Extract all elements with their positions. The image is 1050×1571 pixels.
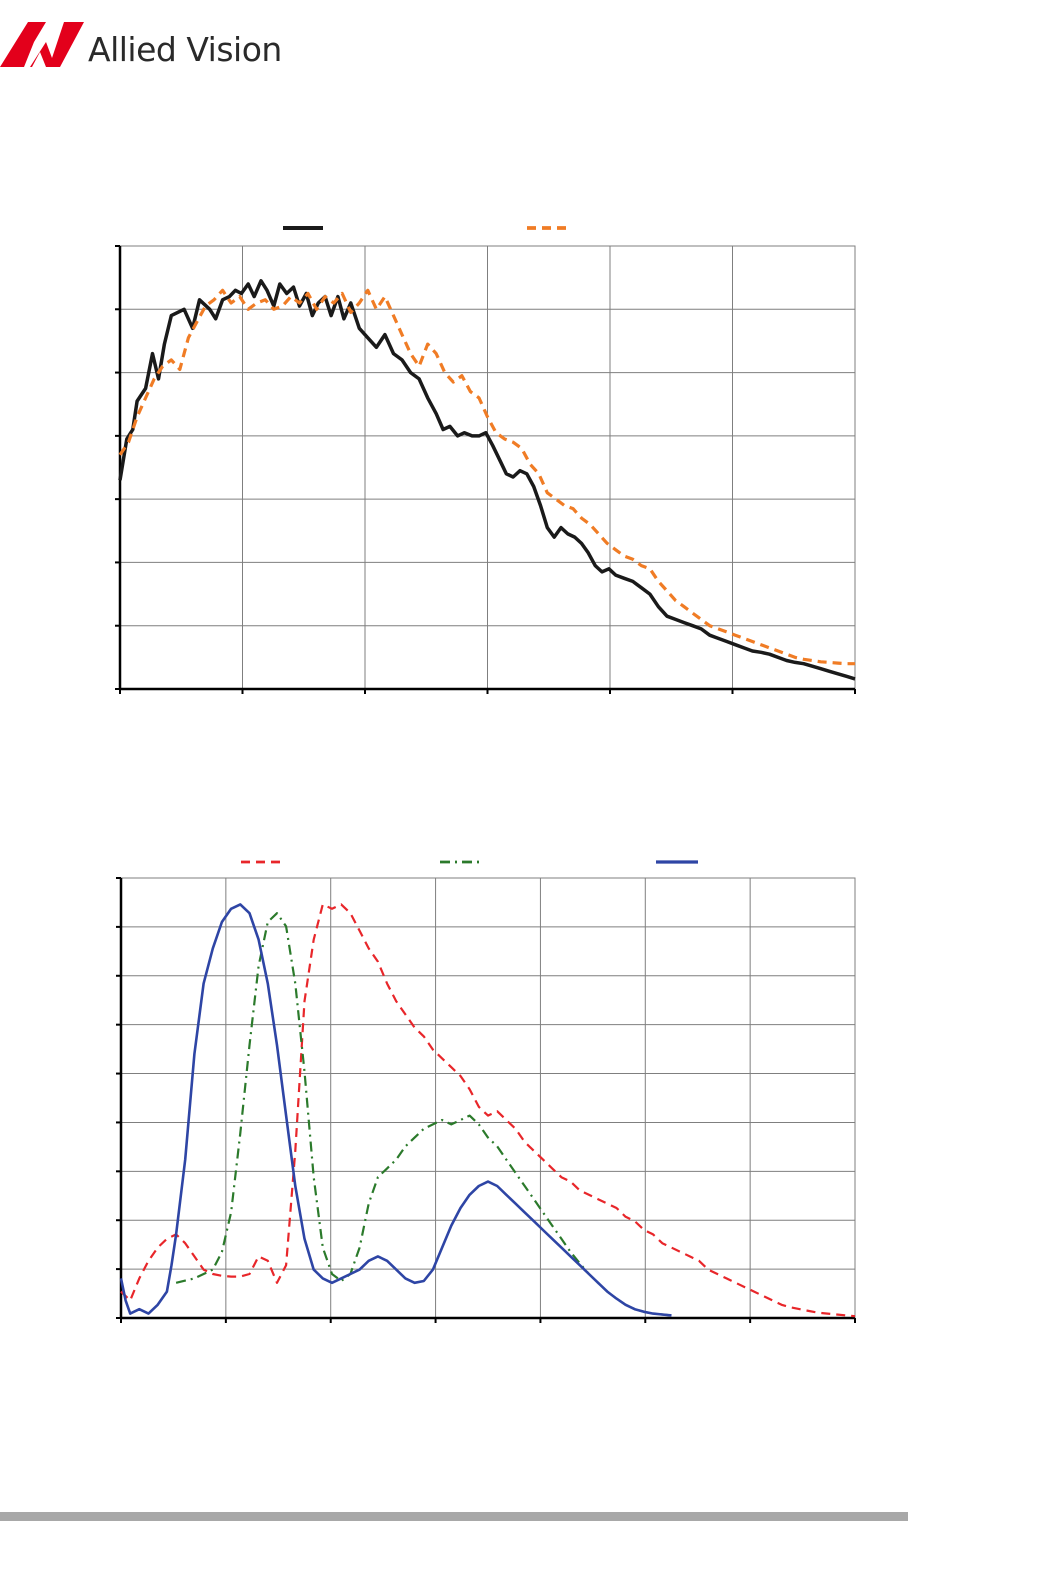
series-line-3: [119, 903, 672, 1317]
chart-1-axes: [115, 245, 856, 694]
allied-vision-logo-icon: [0, 22, 84, 67]
series-line-2: [118, 288, 855, 666]
chart-1-series: [118, 279, 856, 681]
plot-area: [120, 877, 856, 1319]
series-line-1: [120, 903, 856, 1318]
chart-1: [115, 225, 856, 694]
chart-2: [116, 860, 856, 1323]
chart-2-grid: [120, 877, 856, 1319]
series-line-1: [118, 279, 856, 681]
footer-divider: [0, 1512, 908, 1521]
chart-1-grid: [119, 245, 856, 690]
chart-2-series: [119, 903, 856, 1318]
brand-logo: Allied Vision: [0, 16, 290, 76]
chart-2-axes: [116, 877, 856, 1323]
brand-name: Allied Vision: [88, 30, 282, 69]
